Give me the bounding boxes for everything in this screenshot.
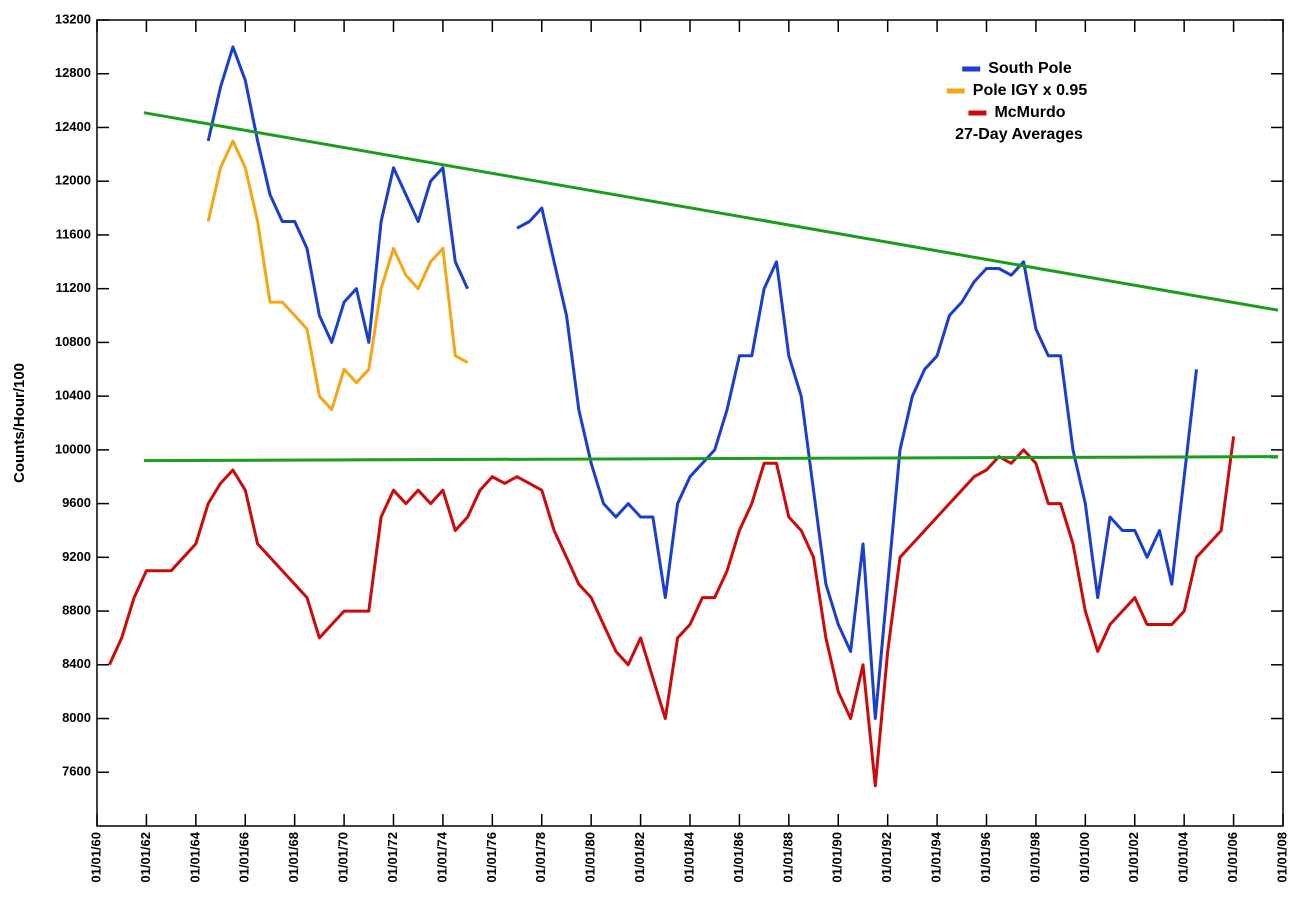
- x-tick-label: 01/01/06: [1225, 832, 1240, 883]
- y-tick-label: 11200: [56, 280, 91, 295]
- annotation: 27-Day Averages: [955, 126, 1083, 143]
- legend-label: South Pole: [988, 60, 1072, 77]
- y-tick-label: 12800: [55, 65, 91, 80]
- x-tick-label: 01/01/84: [681, 831, 696, 882]
- x-tick-label: 01/01/74: [434, 831, 449, 882]
- y-tick-label: 10400: [55, 388, 91, 403]
- trend-line: [143, 111, 1279, 312]
- series-line: [206, 45, 1198, 720]
- x-tick-label: 01/01/98: [1027, 832, 1042, 883]
- x-tick-label: 01/01/04: [1176, 831, 1191, 882]
- x-tick-label: 01/01/92: [879, 832, 894, 883]
- x-tick-label: 01/01/70: [336, 832, 351, 883]
- x-tick-label: 01/01/82: [632, 832, 647, 883]
- y-tick-label: 8000: [62, 710, 91, 725]
- y-tick-label: 9200: [62, 549, 91, 564]
- plot-frame: [96, 19, 1284, 827]
- x-tick-label: 01/01/08: [1274, 832, 1289, 883]
- y-tick-label: 8800: [62, 603, 91, 618]
- y-tick-label: 8400: [62, 656, 91, 671]
- x-tick-label: 01/01/90: [830, 832, 845, 883]
- series-line: [108, 436, 1236, 788]
- x-tick-label: 01/01/76: [484, 832, 499, 883]
- y-tick-label: 11600: [56, 226, 91, 241]
- x-tick-label: 01/01/78: [533, 832, 548, 883]
- series-line: [206, 139, 469, 412]
- x-tick-label: 01/01/66: [237, 832, 252, 883]
- x-tick-label: 01/01/64: [187, 831, 202, 882]
- x-tick-label: 01/01/80: [583, 832, 598, 883]
- legend-label: Pole IGY x 0.95: [973, 82, 1088, 99]
- x-tick-label: 01/01/00: [1077, 832, 1092, 883]
- legend-label: McMurdo: [994, 104, 1065, 121]
- trend-line: [143, 455, 1279, 463]
- y-tick-label: 10000: [55, 441, 91, 456]
- x-tick-label: 01/01/96: [978, 832, 993, 883]
- y-axis-label: Counts/Hour/100: [11, 363, 28, 483]
- y-tick-label: 9600: [62, 495, 91, 510]
- y-tick-label: 7600: [62, 764, 91, 779]
- x-tick-label: 01/01/88: [780, 832, 795, 883]
- x-tick-label: 01/01/86: [731, 832, 746, 883]
- x-tick-label: 01/01/60: [88, 832, 103, 883]
- y-tick-label: 12000: [55, 173, 91, 188]
- y-tick-label: 13200: [55, 11, 91, 26]
- y-tick-label: 12400: [55, 119, 91, 134]
- x-tick-label: 01/01/94: [929, 831, 944, 882]
- x-tick-label: 01/01/68: [286, 832, 301, 883]
- x-tick-label: 01/01/72: [385, 832, 400, 883]
- x-tick-label: 01/01/62: [138, 832, 153, 883]
- y-tick-label: 10800: [55, 334, 91, 349]
- x-tick-label: 01/01/02: [1126, 832, 1141, 883]
